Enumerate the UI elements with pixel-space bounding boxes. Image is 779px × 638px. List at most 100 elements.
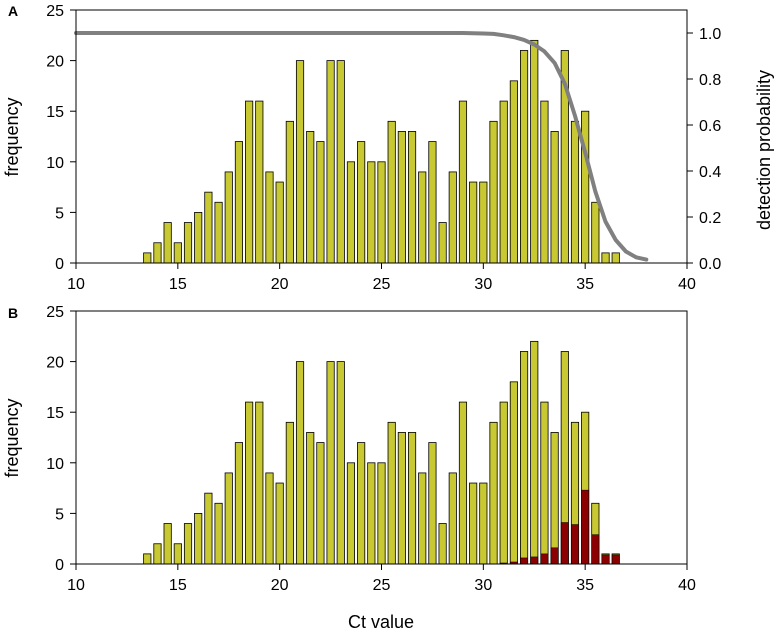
bar bbox=[540, 100, 549, 264]
panel-a-y-axis-title: frequency bbox=[2, 97, 22, 176]
x-tick-label: 15 bbox=[169, 276, 187, 293]
bar bbox=[499, 100, 508, 264]
bar bbox=[245, 100, 254, 264]
bar bbox=[285, 120, 294, 264]
panel-b-bars bbox=[143, 340, 620, 565]
x-tick-label: 10 bbox=[67, 577, 85, 594]
bar bbox=[489, 120, 498, 264]
y-tick-label: 15 bbox=[46, 405, 64, 422]
bar bbox=[255, 100, 264, 264]
bar bbox=[306, 131, 315, 264]
y-tick-label: 20 bbox=[46, 355, 64, 372]
detection-probability-curve bbox=[74, 31, 649, 262]
panel-b-letter: B bbox=[8, 305, 18, 321]
overlay-bar bbox=[571, 524, 579, 565]
bar bbox=[387, 120, 396, 264]
bar bbox=[357, 141, 366, 264]
bar bbox=[204, 492, 213, 565]
bar bbox=[245, 401, 254, 565]
bar bbox=[469, 482, 478, 565]
y-tick-label: 10 bbox=[46, 155, 64, 172]
overlay-bar bbox=[560, 522, 569, 565]
y-tick-label: 10 bbox=[46, 456, 64, 473]
y-tick-label: 25 bbox=[46, 3, 64, 20]
bar bbox=[418, 171, 427, 264]
panel-b-y-axis-title: frequency bbox=[2, 398, 22, 477]
bar bbox=[530, 340, 539, 565]
x-tick-label: 25 bbox=[373, 276, 391, 293]
bar bbox=[224, 171, 233, 264]
bar bbox=[183, 222, 193, 264]
y-tick-label: 5 bbox=[55, 205, 64, 222]
panel-a-y-ticks: 0 5 10 15 20 25 bbox=[46, 3, 76, 273]
panel-a-y2-ticks: 0.0 0.2 0.4 0.6 0.8 1.0 bbox=[687, 26, 721, 273]
bar bbox=[265, 171, 274, 264]
bar bbox=[163, 222, 172, 264]
panel-a-bars bbox=[143, 39, 620, 264]
bar bbox=[234, 141, 243, 264]
y2-tick-label: 0.6 bbox=[699, 118, 721, 135]
bar bbox=[397, 131, 406, 264]
bar bbox=[581, 110, 590, 264]
x-tick-label: 30 bbox=[474, 276, 492, 293]
y-tick-label: 5 bbox=[55, 506, 64, 523]
bar bbox=[438, 222, 447, 264]
bar bbox=[346, 161, 356, 264]
bar bbox=[479, 482, 488, 565]
bar bbox=[173, 543, 182, 565]
panel-b: B 10 15 20 25 30 35 40 0 5 10 15 20 25 frequency Ct… bbox=[2, 304, 696, 632]
bar bbox=[295, 361, 305, 565]
bar bbox=[346, 462, 356, 565]
bar bbox=[143, 252, 152, 264]
y-tick-label: 25 bbox=[46, 304, 64, 321]
x-tick-label: 35 bbox=[576, 276, 594, 293]
x-tick-label: 40 bbox=[678, 577, 696, 594]
bar bbox=[224, 472, 233, 565]
x-tick-label: 35 bbox=[576, 577, 594, 594]
bar bbox=[509, 80, 518, 264]
bar bbox=[153, 242, 162, 264]
y2-tick-label: 1.0 bbox=[699, 26, 721, 43]
panel-b-x-ticks: 10 15 20 25 30 35 40 bbox=[67, 564, 696, 594]
bar bbox=[377, 462, 386, 565]
panel-a-y2-axis-title: detection probability bbox=[754, 70, 774, 230]
bar bbox=[428, 442, 437, 565]
bar bbox=[173, 242, 182, 264]
overlay-bar bbox=[520, 557, 528, 565]
bar bbox=[489, 421, 498, 565]
x-tick-label: 10 bbox=[67, 276, 85, 293]
overlay-bar bbox=[581, 489, 590, 565]
bar bbox=[509, 381, 518, 565]
bar bbox=[285, 421, 294, 565]
x-tick-label: 40 bbox=[678, 276, 696, 293]
overlay-bar bbox=[540, 553, 549, 565]
bar bbox=[316, 442, 325, 565]
bar bbox=[194, 211, 203, 264]
bar bbox=[458, 100, 468, 264]
bar bbox=[214, 201, 223, 264]
bar bbox=[611, 252, 620, 264]
bar bbox=[204, 191, 213, 264]
bar bbox=[418, 472, 427, 565]
bar bbox=[448, 472, 457, 565]
bar bbox=[530, 39, 539, 264]
bar bbox=[194, 513, 203, 565]
y-tick-label: 0 bbox=[55, 557, 64, 574]
x-axis-title: Ct value bbox=[348, 612, 414, 632]
y2-tick-label: 0.0 bbox=[699, 256, 721, 273]
bar bbox=[336, 60, 345, 264]
bar bbox=[540, 401, 549, 565]
bar bbox=[407, 432, 417, 565]
bar bbox=[357, 442, 366, 565]
bar bbox=[234, 442, 243, 565]
x-tick-label: 30 bbox=[474, 577, 492, 594]
panel-a-x-ticks: 10 15 20 25 30 35 40 bbox=[67, 263, 696, 293]
y-tick-label: 15 bbox=[46, 104, 64, 121]
bar bbox=[438, 523, 447, 565]
bar bbox=[316, 141, 325, 264]
x-tick-label: 20 bbox=[271, 577, 289, 594]
y2-tick-label: 0.8 bbox=[699, 72, 721, 89]
bar bbox=[183, 523, 193, 565]
bar bbox=[499, 401, 508, 565]
bar bbox=[407, 131, 417, 264]
